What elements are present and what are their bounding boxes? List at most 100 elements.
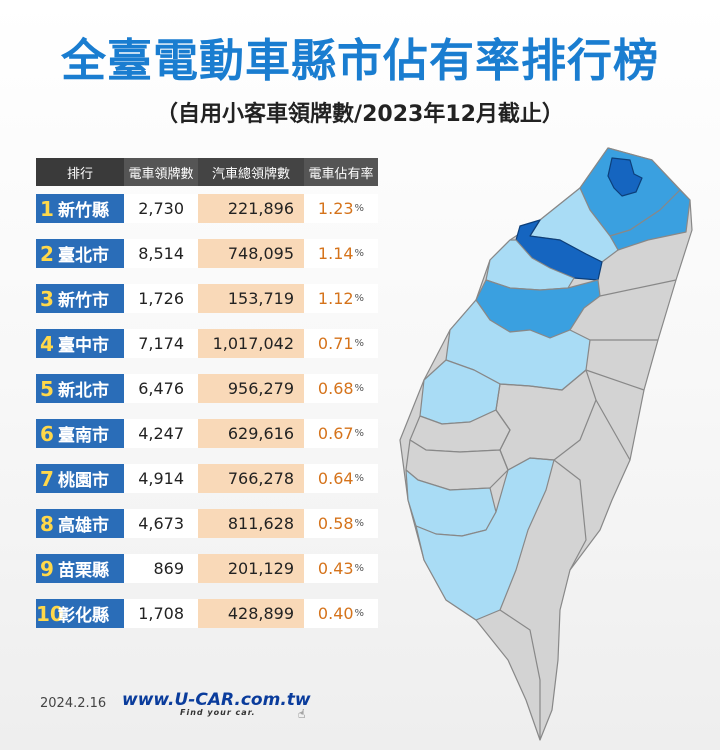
table-row: 6 臺南市 4,247 629,616 0.67% — [36, 419, 378, 448]
ev-count-cell: 2,730 — [124, 194, 198, 223]
ev-count-cell: 1,708 — [124, 599, 198, 628]
rank-number: 8 — [40, 511, 54, 536]
header-ev-count: 電車領牌數 — [124, 158, 198, 186]
ev-share-value: 0.64 — [317, 469, 354, 488]
ev-share-cell: 0.67% — [304, 419, 378, 448]
map-region-nantou — [495, 369, 597, 471]
total-count-cell: 428,899 — [198, 599, 304, 628]
rank-cell: 8 高雄市 — [36, 509, 124, 538]
ev-count-cell: 4,673 — [124, 509, 198, 538]
city-name: 新竹市 — [58, 291, 109, 311]
table-row: 9 苗栗縣 869 201,129 0.43% — [36, 554, 378, 583]
total-count-cell: 748,095 — [198, 239, 304, 268]
rank-number: 6 — [40, 421, 54, 446]
percent-sign: % — [354, 473, 365, 484]
total-count-cell: 766,278 — [198, 464, 304, 493]
table-row: 5 新北市 6,476 956,279 0.68% — [36, 374, 378, 403]
ev-count-cell: 869 — [124, 554, 198, 583]
brand-logo[interactable]: www.U-CAR.com.tw Find your car. — [122, 690, 311, 717]
taiwan-map — [399, 147, 693, 741]
ev-count-cell: 4,914 — [124, 464, 198, 493]
total-count-cell: 956,279 — [198, 374, 304, 403]
ev-share-value: 1.23 — [317, 199, 354, 218]
table-row: 2 臺北市 8,514 748,095 1.14% — [36, 239, 378, 268]
percent-sign: % — [354, 338, 365, 349]
rank-cell: 4 臺中市 — [36, 329, 124, 358]
total-count-cell: 201,129 — [198, 554, 304, 583]
total-count-cell: 1,017,042 — [198, 329, 304, 358]
rank-cell: 6 臺南市 — [36, 419, 124, 448]
publish-date: 2024.2.16 — [40, 696, 107, 711]
brand-tagline: Find your car. — [180, 708, 256, 717]
rank-number: 1 — [40, 196, 54, 221]
city-name: 臺北市 — [58, 246, 109, 266]
percent-sign: % — [354, 248, 365, 259]
rank-number: 4 — [40, 331, 54, 356]
rank-number: 7 — [40, 466, 54, 491]
percent-sign: % — [354, 518, 365, 529]
ev-share-cell: 0.40% — [304, 599, 378, 628]
ev-count-cell: 7,174 — [124, 329, 198, 358]
header-rank: 排行 — [36, 158, 124, 186]
rank-cell: 3 新竹市 — [36, 284, 124, 313]
rank-cell: 5 新北市 — [36, 374, 124, 403]
ev-share-cell: 0.71% — [304, 329, 378, 358]
table-row: 7 桃園市 4,914 766,278 0.64% — [36, 464, 378, 493]
ev-share-value: 0.71 — [317, 334, 354, 353]
pointer-cursor-icon: ☝ — [298, 707, 306, 721]
rank-cell: 10 彰化縣 — [36, 599, 124, 628]
percent-sign: % — [354, 563, 365, 574]
city-name: 臺南市 — [58, 426, 109, 446]
ranking-table: 排行 電車領牌數 汽車總領牌數 電車佔有率 1 新竹縣 2,730 221,896 1.… — [36, 158, 378, 644]
ev-share-cell: 1.14% — [304, 239, 378, 268]
table-header: 排行 電車領牌數 汽車總領牌數 電車佔有率 — [36, 158, 378, 186]
rank-cell: 9 苗栗縣 — [36, 554, 124, 583]
ev-share-cell: 0.58% — [304, 509, 378, 538]
table-body: 1 新竹縣 2,730 221,896 1.23% 2 臺北市 8,514 748,095 1.1… — [36, 194, 378, 628]
percent-sign: % — [354, 608, 365, 619]
city-name: 新北市 — [58, 381, 109, 401]
city-name: 彰化縣 — [58, 606, 109, 626]
rank-number: 5 — [40, 376, 54, 401]
map-region-hualien-border — [585, 279, 677, 461]
rank-cell: 1 新竹縣 — [36, 194, 124, 223]
ev-share-cell: 0.64% — [304, 464, 378, 493]
total-count-cell: 153,719 — [198, 284, 304, 313]
city-name: 苗栗縣 — [58, 561, 109, 581]
table-row: 1 新竹縣 2,730 221,896 1.23% — [36, 194, 378, 223]
percent-sign: % — [354, 203, 365, 214]
map-region-kaohsiung — [415, 457, 555, 621]
page-subtitle: （自用小客車領牌數/2023年12月截止） — [156, 102, 564, 127]
total-count-cell: 811,628 — [198, 509, 304, 538]
ev-count-cell: 4,247 — [124, 419, 198, 448]
brand-url: www.U-CAR.com.tw — [122, 690, 311, 710]
table-row: 10 彰化縣 1,708 428,899 0.40% — [36, 599, 378, 628]
city-name: 臺中市 — [58, 336, 109, 356]
ev-count-cell: 8,514 — [124, 239, 198, 268]
ev-share-cell: 0.68% — [304, 374, 378, 403]
percent-sign: % — [354, 383, 365, 394]
header-total-count: 汽車總領牌數 — [198, 158, 304, 186]
percent-sign: % — [354, 428, 365, 439]
total-count-cell: 629,616 — [198, 419, 304, 448]
map-region-pingtung-border — [499, 459, 587, 740]
ev-share-cell: 0.43% — [304, 554, 378, 583]
map-region-taipei — [607, 157, 643, 197]
page-title: 全臺電動車縣市佔有率排行榜 — [60, 34, 659, 87]
ev-share-value: 0.58 — [317, 514, 354, 533]
ev-share-value: 0.40 — [317, 604, 354, 623]
rank-number: 9 — [40, 556, 54, 581]
table-row: 8 高雄市 4,673 811,628 0.58% — [36, 509, 378, 538]
rank-number: 3 — [40, 286, 54, 311]
rank-cell: 7 桃園市 — [36, 464, 124, 493]
rank-number: 10 — [36, 601, 64, 626]
ev-share-cell: 1.23% — [304, 194, 378, 223]
map-region-newtaipei — [609, 189, 691, 251]
city-name: 桃園市 — [58, 471, 109, 491]
ev-share-value: 1.14 — [317, 244, 354, 263]
table-row: 4 臺中市 7,174 1,017,042 0.71% — [36, 329, 378, 358]
ev-share-value: 0.43 — [317, 559, 354, 578]
ev-share-value: 0.68 — [317, 379, 354, 398]
percent-sign: % — [354, 293, 365, 304]
ev-share-value: 1.12 — [317, 289, 354, 308]
